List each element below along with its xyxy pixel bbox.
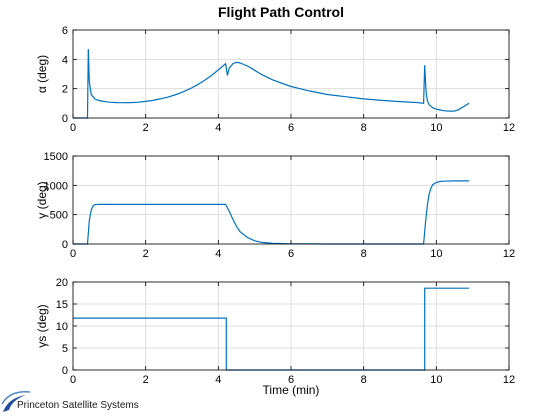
x-tick-label: 2 xyxy=(143,248,149,260)
y-tick-label: 15 xyxy=(56,299,68,311)
x-tick-label: 6 xyxy=(288,248,294,260)
x-tick-label: 4 xyxy=(215,248,221,260)
series-line xyxy=(73,180,469,245)
y-tick-label: 1500 xyxy=(44,151,68,163)
axes-alpha: 0 2 4 6 8 10 12 0 2 4 6 α (deg) xyxy=(35,25,515,134)
x-tick-label: 4 xyxy=(215,374,221,386)
x-axis-label: Time (min) xyxy=(263,383,320,397)
x-tick-label: 8 xyxy=(361,122,367,134)
series-line xyxy=(73,49,470,119)
y-tick-label: 20 xyxy=(56,277,68,289)
x-tick-label: 2 xyxy=(143,122,149,134)
y-tick-label: 2 xyxy=(62,84,68,96)
x-tick-label: 4 xyxy=(215,122,221,134)
logo-text: Princeton Satellite Systems xyxy=(17,400,139,411)
x-tick-label: 0 xyxy=(70,374,76,386)
x-tick-label: 8 xyxy=(361,248,367,260)
x-tick-label: 12 xyxy=(503,374,515,386)
x-tick-label: 12 xyxy=(503,122,515,134)
x-tick-label: 8 xyxy=(361,374,367,386)
y-tick-label: 0 xyxy=(62,239,68,251)
y-tick-label: 10 xyxy=(56,321,68,333)
y-axis-label: α (deg) xyxy=(35,55,49,93)
x-tick-label: 10 xyxy=(430,248,442,260)
y-tick-label: 1000 xyxy=(44,180,68,192)
x-tick-label: 6 xyxy=(288,374,294,386)
series-line xyxy=(73,287,469,371)
y-axis-label: γ (deg) xyxy=(35,181,49,218)
y-tick-label: 500 xyxy=(50,210,68,222)
y-tick-label: 6 xyxy=(62,25,68,37)
x-tick-label: 10 xyxy=(430,374,442,386)
y-axis-label: γs (deg) xyxy=(35,304,49,347)
y-tick-label: 0 xyxy=(62,365,68,377)
figure-title: Flight Path Control xyxy=(218,4,344,20)
x-tick-label: 2 xyxy=(143,374,149,386)
princeton-satellite-logo: Princeton Satellite Systems xyxy=(1,391,139,412)
y-tick-label: 4 xyxy=(62,54,68,66)
x-tick-label: 0 xyxy=(70,122,76,134)
x-tick-label: 10 xyxy=(430,122,442,134)
logo-swoosh-icon xyxy=(3,395,26,412)
x-tick-label: 6 xyxy=(288,122,294,134)
y-tick-label: 0 xyxy=(62,113,68,125)
x-tick-label: 0 xyxy=(70,248,76,260)
logo-arc-icon xyxy=(1,391,31,405)
axes-gamma: 0 2 4 6 8 10 12 0 500 1000 1500 γ (deg) xyxy=(35,151,515,260)
x-tick-label: 12 xyxy=(503,248,515,260)
axes-gamma-s: 0 2 4 6 8 10 12 0 5 10 15 20 γs (deg) Time (min) xyxy=(35,277,515,397)
y-tick-label: 5 xyxy=(62,343,68,355)
